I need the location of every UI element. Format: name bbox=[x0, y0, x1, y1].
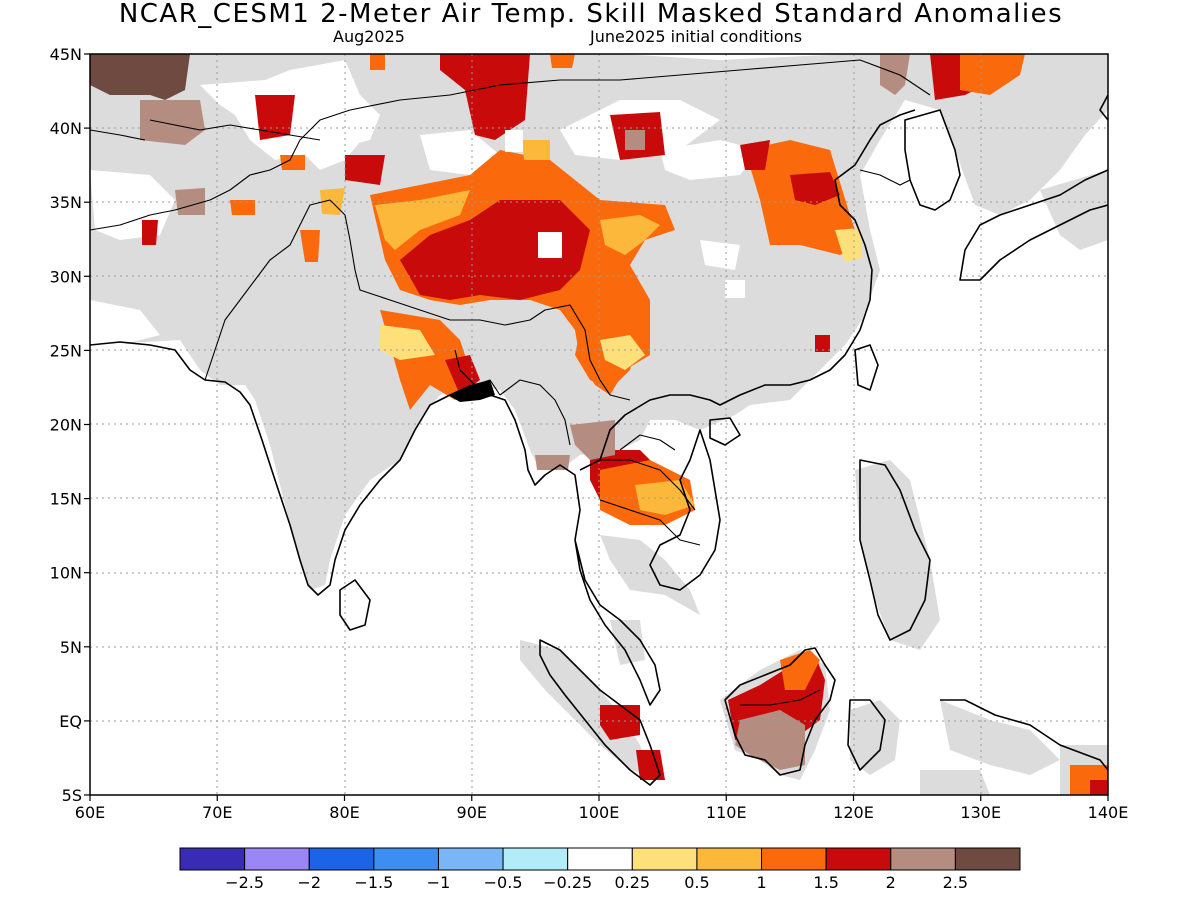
colorbar-swatch bbox=[631, 847, 698, 871]
colorbar-label: −0.5 bbox=[484, 873, 523, 892]
longitude-labels: 60E 70E 80E 90E 100E 110E 120E 130E 140E bbox=[75, 803, 1129, 822]
lat-tick-label: 15N bbox=[50, 490, 82, 509]
colorbar-label: −2 bbox=[297, 873, 321, 892]
lon-tick-label: 120E bbox=[833, 803, 874, 822]
lat-tick-label: 30N bbox=[50, 267, 82, 286]
lon-tick-label: 70E bbox=[202, 803, 232, 822]
latitude-labels: 5S EQ 5N 10N 15N 20N 25N 30N 35N 40N 45N bbox=[50, 45, 82, 805]
colorbar-label: 2.5 bbox=[943, 873, 968, 892]
colorbar-swatch bbox=[308, 847, 375, 871]
no-skill-holes bbox=[505, 130, 745, 298]
lat-tick-label: 35N bbox=[50, 193, 82, 212]
lat-tick-label: 10N bbox=[50, 564, 82, 583]
colorbar-swatch bbox=[179, 847, 246, 871]
colorbar-labels: −2.5 −2 −1.5 −1 −0.5 −0.25 0.25 0.5 1 1.5 2 2.5 bbox=[225, 873, 968, 892]
colorbar-swatch bbox=[244, 847, 310, 871]
colorbar-swatch bbox=[761, 847, 827, 871]
colorbar bbox=[179, 847, 1021, 871]
colorbar-swatch bbox=[825, 847, 892, 871]
lon-tick-label: 100E bbox=[579, 803, 620, 822]
colorbar-label: 0.25 bbox=[614, 873, 650, 892]
colorbar-label: 0.5 bbox=[684, 873, 709, 892]
colorbar-label: −1.5 bbox=[354, 873, 393, 892]
lon-tick-label: 80E bbox=[329, 803, 359, 822]
colorbar-label: 2 bbox=[886, 873, 896, 892]
lon-tick-label: 130E bbox=[960, 803, 1001, 822]
lat-tick-label: 20N bbox=[50, 416, 82, 435]
lat-tick-label: 5S bbox=[62, 786, 82, 805]
lon-tick-label: 90E bbox=[457, 803, 487, 822]
grid-lines bbox=[90, 54, 1108, 795]
chart-title: NCAR_CESM1 2-Meter Air Temp. Skill Maske… bbox=[118, 0, 1064, 29]
lon-tick-label: 140E bbox=[1088, 803, 1129, 822]
lat-tick-label: EQ bbox=[59, 712, 82, 731]
colorbar-label: −1 bbox=[427, 873, 451, 892]
colorbar-swatch bbox=[696, 847, 763, 871]
forecast-month: Aug2025 bbox=[333, 27, 405, 46]
lat-tick-label: 5N bbox=[60, 638, 82, 657]
colorbar-swatch bbox=[502, 847, 569, 871]
colorbar-swatch bbox=[373, 847, 439, 871]
colorbar-swatch bbox=[890, 847, 956, 871]
lat-tick-label: 40N bbox=[50, 119, 82, 138]
lat-tick-label: 45N bbox=[50, 45, 82, 64]
initial-conditions: June2025 initial conditions bbox=[590, 27, 803, 46]
colorbar-label: −0.25 bbox=[543, 873, 592, 892]
lon-tick-label: 60E bbox=[75, 803, 105, 822]
colorbar-label: 1 bbox=[756, 873, 766, 892]
colorbar-swatch bbox=[954, 847, 1021, 871]
colorbar-label: 1.5 bbox=[813, 873, 838, 892]
colorbar-swatch bbox=[567, 847, 633, 871]
country-borders bbox=[90, 59, 931, 706]
lon-tick-label: 110E bbox=[706, 803, 747, 822]
delta-outline bbox=[448, 380, 495, 402]
colorbar-swatch bbox=[437, 847, 504, 871]
axis-ticks bbox=[84, 53, 1109, 801]
lat-tick-label: 25N bbox=[50, 341, 82, 360]
colorbar-label: −2.5 bbox=[225, 873, 264, 892]
